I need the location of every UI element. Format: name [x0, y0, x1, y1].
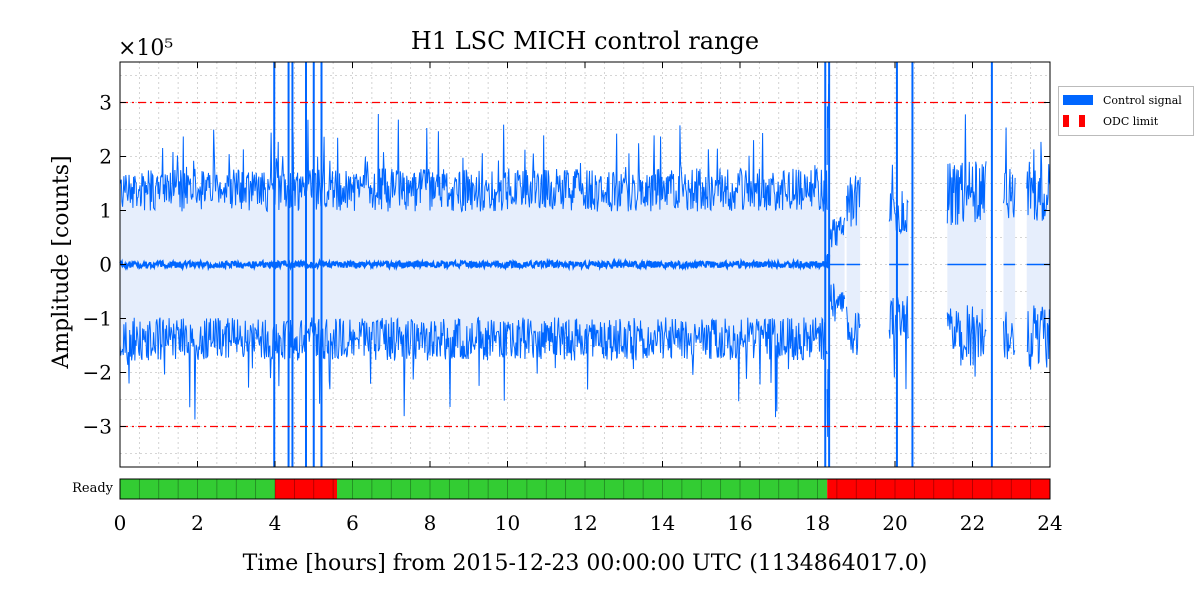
- x-tick-label: 10: [495, 511, 520, 535]
- x-tick-label: 14: [650, 511, 675, 535]
- y-ticks: −3 −2 −1 0 1 2 3: [83, 91, 1050, 439]
- y-axis-label: Amplitude [counts]: [49, 155, 74, 369]
- x-axis-label: Time [hours] from 2015-12-23 00:00:00 UT…: [243, 551, 928, 576]
- x-tick-label: 6: [346, 511, 359, 535]
- x-tick-label: 24: [1037, 511, 1062, 535]
- state-bar-segment-green: [337, 479, 828, 499]
- control-signal-mean: [119, 257, 829, 272]
- x-tick-label: 4: [269, 511, 282, 535]
- x-tick-label: 2: [191, 511, 204, 535]
- control-signal-lower: [846, 306, 861, 355]
- y-tick-label: 2: [99, 145, 112, 169]
- legend-item-odc-limit: ODC limit: [1063, 114, 1158, 128]
- y-tick-label: 3: [99, 91, 112, 115]
- x-tick-label: 22: [960, 511, 985, 535]
- control-signal-upper: [828, 216, 846, 248]
- control-signal-series: [119, 62, 1051, 467]
- x-tick-label: 12: [572, 511, 597, 535]
- control-signal-upper: [1003, 127, 1016, 219]
- y-tick-label: −1: [83, 307, 112, 331]
- state-bar-segment-red: [827, 479, 1050, 499]
- control-signal-upper: [946, 114, 987, 225]
- legend-item-control-signal: Control signal: [1063, 93, 1182, 107]
- state-bar-segment-green: [120, 479, 275, 499]
- x-tick-label: 8: [424, 511, 437, 535]
- control-signal-upper: [119, 114, 828, 213]
- chart-title: H1 LSC MICH control range: [411, 27, 759, 55]
- x-tick-label: 18: [805, 511, 830, 535]
- control-signal-lower: [888, 296, 909, 390]
- legend: Control signal ODC limit: [1058, 86, 1194, 136]
- control-signal-lower: [119, 316, 828, 420]
- control-signal-upper: [888, 164, 909, 235]
- control-signal-lower: [1003, 311, 1016, 360]
- y-multiplier: ×10⁵: [118, 36, 173, 61]
- signal-band-segment: [120, 114, 828, 420]
- legend-label: Control signal: [1103, 93, 1182, 107]
- state-bar-segment-red: [275, 479, 337, 499]
- y-tick-label: −2: [83, 361, 112, 385]
- x-tick-label: 0: [114, 511, 127, 535]
- state-bar-label: Ready: [72, 481, 114, 496]
- x-tick-label: 20: [882, 511, 907, 535]
- y-tick-label: 1: [99, 199, 112, 223]
- state-bar-frame: [119, 478, 1051, 500]
- y-tick-label: 0: [99, 253, 112, 277]
- legend-swatch-red-dashed: [1063, 115, 1093, 127]
- control-signal-lower: [828, 283, 846, 322]
- legend-swatch-blue: [1063, 95, 1093, 105]
- control-signal-upper: [846, 175, 861, 227]
- plot-frame: [119, 61, 1051, 468]
- legend-label: ODC limit: [1103, 114, 1159, 128]
- x-tick-label: 16: [727, 511, 752, 535]
- state-bar: [119, 478, 1051, 500]
- x-ticks: 0 2 4 6 8 10 12 14 16 18 20 22 24: [114, 62, 1063, 535]
- odc-limit-series: [120, 101, 1050, 428]
- y-tick-label: −3: [83, 415, 112, 439]
- control-signal-lower: [946, 305, 987, 377]
- control-signal-lower: [1026, 305, 1051, 370]
